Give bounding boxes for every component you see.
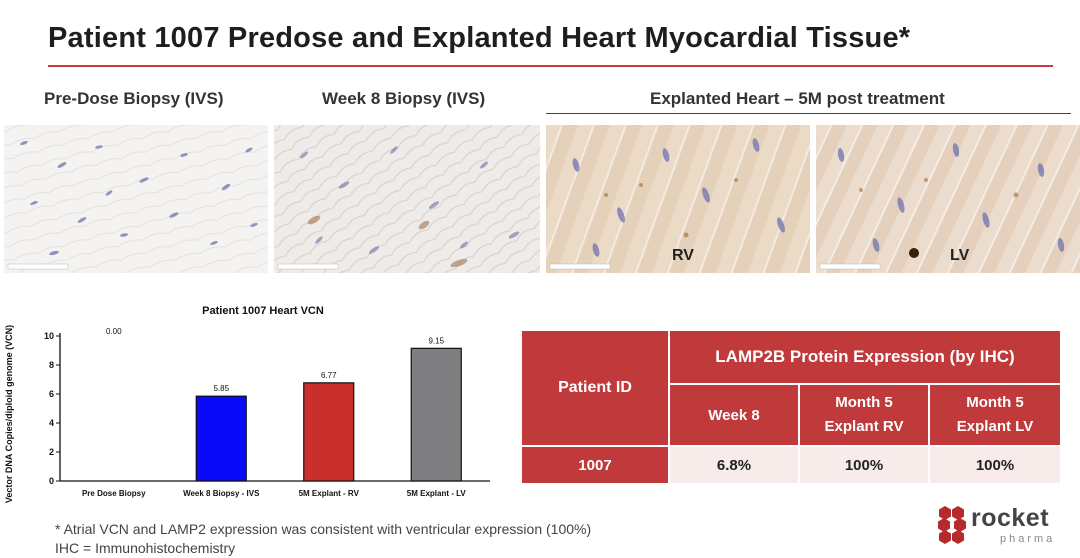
y-tick-label: 8	[49, 360, 54, 370]
lamp2b-table: Patient ID LAMP2B Protein Expression (by…	[522, 331, 1060, 483]
row-patient-id: 1007	[522, 447, 668, 483]
logo-subtitle: pharma	[1000, 533, 1056, 545]
rocket-pharma-logo: rocket pharma	[936, 500, 1066, 552]
predose-micrograph	[4, 125, 268, 273]
header-lamp2b: LAMP2B Protein Expression (by IHC)	[670, 331, 1060, 383]
bar-value-label: 9.15	[428, 336, 444, 345]
y-tick-label: 10	[44, 331, 54, 341]
vcn-chart-svg: Patient 1007 Heart VCN Vector DNA Copies…	[4, 305, 490, 503]
bar	[303, 382, 355, 482]
header-month5-lv: Month 5 Explant LV	[930, 385, 1060, 445]
x-category-label: Pre Dose Biopsy	[82, 489, 146, 498]
bar-value-label: 0.00	[106, 327, 122, 336]
explant-panel-label: Explanted Heart – 5M post treatment	[650, 89, 945, 108]
y-tick-label: 6	[49, 389, 54, 399]
y-axis-label: Vector DNA Copies/diploid genome (VCN)	[4, 325, 14, 503]
header-month5-rv: Month 5 Explant RV	[800, 385, 928, 445]
header-month5-lv-line2: Explant LV	[956, 418, 1034, 435]
rv-micrograph	[546, 125, 810, 273]
row-week8-value: 6.8%	[670, 447, 798, 483]
footnote-atrial: * Atrial VCN and LAMP2 expression was co…	[55, 521, 592, 537]
chart-title: Patient 1007 Heart VCN	[202, 305, 324, 317]
bar-value-label: 6.77	[321, 371, 337, 380]
vcn-chart: Patient 1007 Heart VCN Vector DNA Copies…	[0, 296, 500, 511]
lv-label: LV	[950, 247, 970, 264]
bar	[195, 395, 247, 482]
header-month5-lv-line1: Month 5	[966, 394, 1024, 411]
page-title: Patient 1007 Predose and Explanted Heart…	[48, 22, 911, 54]
x-category-label: 5M Explant - LV	[407, 489, 467, 498]
header-month5-rv-line2: Explant RV	[824, 418, 904, 435]
y-tick-label: 0	[49, 476, 54, 486]
lv-micrograph	[816, 125, 1080, 273]
y-tick-label: 4	[49, 418, 54, 428]
footnote-ihc: IHC = Immunohistochemistry	[55, 540, 236, 556]
title-divider	[48, 65, 1053, 67]
bar	[410, 347, 462, 482]
row-lv-value: 100%	[930, 447, 1060, 483]
header-month5-rv-line1: Month 5	[835, 394, 893, 411]
explant-divider	[546, 113, 1071, 114]
x-category-label: Week 8 Biopsy - IVS	[183, 489, 260, 498]
x-category-label: 5M Explant - RV	[299, 489, 360, 498]
bar-value-label: 5.85	[213, 384, 229, 393]
week8-panel-label: Week 8 Biopsy (IVS)	[322, 89, 486, 108]
hexagon-icon	[938, 506, 966, 544]
week8-micrograph	[274, 125, 540, 273]
logo-wordmark: rocket	[971, 504, 1050, 532]
rv-label: RV	[672, 247, 694, 264]
row-rv-value: 100%	[800, 447, 928, 483]
y-tick-label: 2	[49, 447, 54, 457]
header-patient-id: Patient ID	[522, 331, 668, 445]
header-week8: Week 8	[670, 385, 798, 445]
predose-panel-label: Pre-Dose Biopsy (IVS)	[44, 89, 224, 108]
